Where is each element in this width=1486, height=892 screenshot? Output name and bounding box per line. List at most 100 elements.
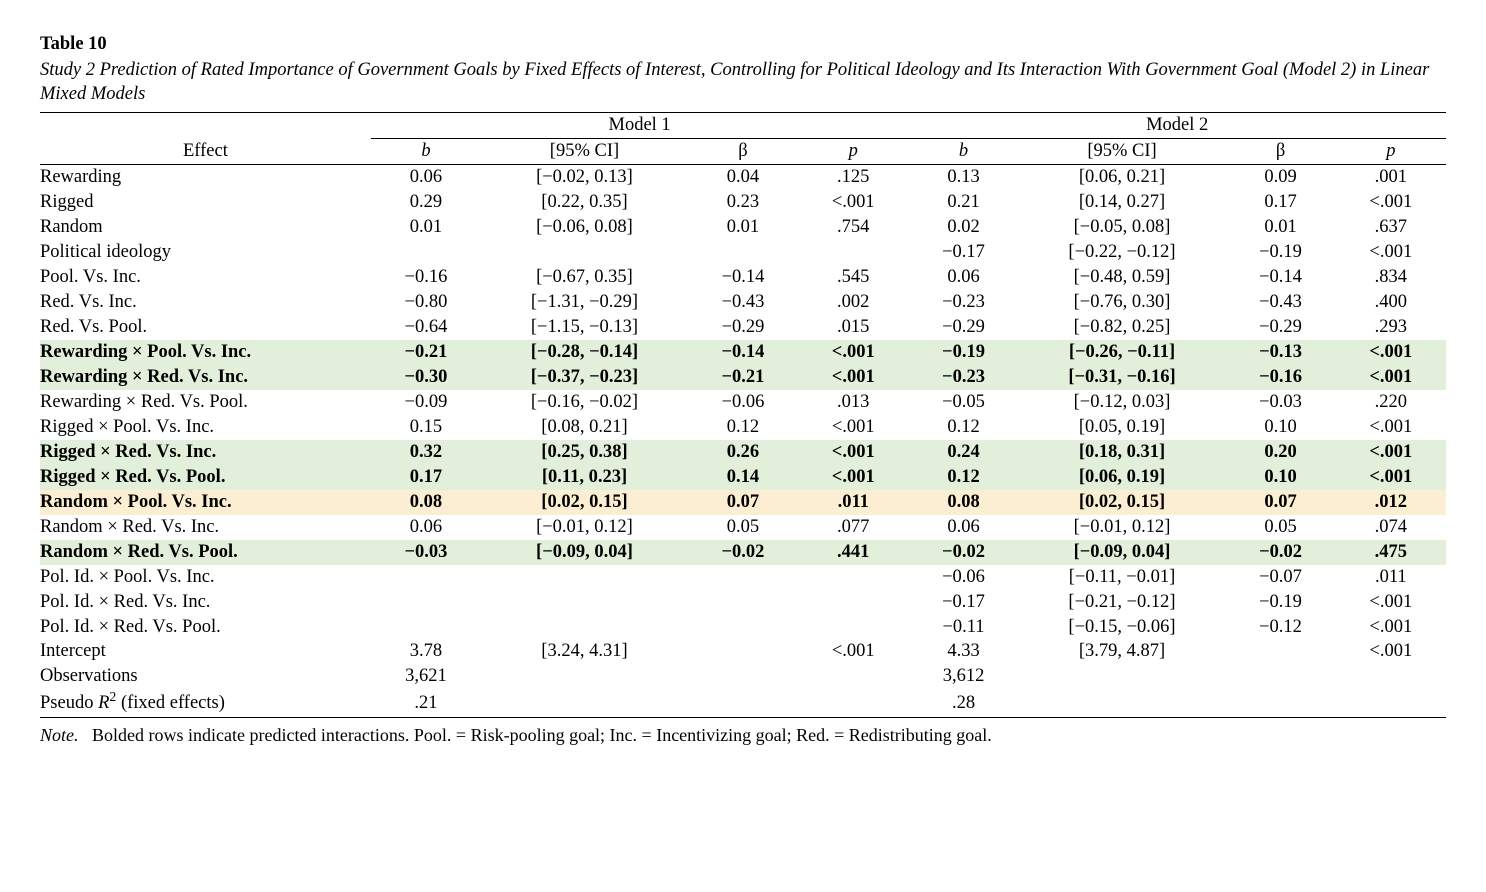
header-m2-ci: [95% CI] <box>1019 139 1226 165</box>
m2-ci: [−0.05, 0.08] <box>1019 215 1226 240</box>
header-m1-ci: [95% CI] <box>481 139 688 165</box>
table-row: Pol. Id. × Red. Vs. Pool.−0.11[−0.15, −0… <box>40 615 1446 640</box>
m1-beta: −0.02 <box>688 540 798 565</box>
table-row: Random × Red. Vs. Inc.0.06[−0.01, 0.12]0… <box>40 515 1446 540</box>
m1-ci <box>481 615 688 640</box>
regression-table: Model 1 Model 2 Effect b [95% CI] β p b … <box>40 112 1446 717</box>
m1-beta: −0.14 <box>688 265 798 290</box>
m2-p: .400 <box>1336 290 1446 315</box>
m2-b: 0.24 <box>908 440 1018 465</box>
table-head: Model 1 Model 2 Effect b [95% CI] β p b … <box>40 113 1446 165</box>
row-label: Random × Red. Vs. Pool. <box>40 540 371 565</box>
m1-p: .011 <box>798 490 908 515</box>
m2-b: −0.02 <box>908 540 1018 565</box>
m2-beta: −0.12 <box>1225 615 1335 640</box>
m2-ci: [−0.21, −0.12] <box>1019 590 1226 615</box>
m1-b <box>371 240 481 265</box>
m2-ci: [0.14, 0.27] <box>1019 190 1226 215</box>
m1-ci: [0.22, 0.35] <box>481 190 688 215</box>
table-row: Red. Vs. Inc.−0.80[−1.31, −0.29]−0.43.00… <box>40 290 1446 315</box>
table-row: Political ideology−0.17[−0.22, −0.12]−0.… <box>40 240 1446 265</box>
m1-p <box>798 615 908 640</box>
m1-ci: [−1.15, −0.13] <box>481 315 688 340</box>
m2-beta: 0.09 <box>1225 165 1335 190</box>
row-label: Rigged × Red. Vs. Pool. <box>40 465 371 490</box>
m2-b: −0.05 <box>908 390 1018 415</box>
table-row: Random0.01[−0.06, 0.08]0.01.7540.02[−0.0… <box>40 215 1446 240</box>
m2-beta: −0.19 <box>1225 240 1335 265</box>
m1-beta: −0.21 <box>688 365 798 390</box>
m1-beta: 0.12 <box>688 415 798 440</box>
m1-p: .754 <box>798 215 908 240</box>
table-row: Random × Pool. Vs. Inc.0.08[0.02, 0.15]0… <box>40 490 1446 515</box>
m2-beta: 0.20 <box>1225 440 1335 465</box>
m2-beta: −0.02 <box>1225 540 1335 565</box>
m2-b: 0.13 <box>908 165 1018 190</box>
row-label: Rigged × Pool. Vs. Inc. <box>40 415 371 440</box>
m1-beta: 0.04 <box>688 165 798 190</box>
m1-ci <box>481 565 688 590</box>
m2-ci: [3.79, 4.87] <box>1019 639 1226 664</box>
m2-beta: 0.10 <box>1225 415 1335 440</box>
m1-b: 0.17 <box>371 465 481 490</box>
m2-b: 0.06 <box>908 265 1018 290</box>
m1-p <box>798 689 908 717</box>
table-row: Pseudo R2 (fixed effects).21 .28 <box>40 689 1446 717</box>
m2-beta: 0.01 <box>1225 215 1335 240</box>
m2-ci: [−0.11, −0.01] <box>1019 565 1226 590</box>
table-number-text: Table 10 <box>40 34 107 54</box>
m1-b: −0.03 <box>371 540 481 565</box>
table-row: Red. Vs. Pool.−0.64[−1.15, −0.13]−0.29.0… <box>40 315 1446 340</box>
m2-beta: −0.29 <box>1225 315 1335 340</box>
m2-p: .001 <box>1336 165 1446 190</box>
m2-ci: [−0.31, −0.16] <box>1019 365 1226 390</box>
m1-b: 0.32 <box>371 440 481 465</box>
m1-b: .21 <box>371 689 481 717</box>
m1-beta: 0.05 <box>688 515 798 540</box>
m2-beta: 0.05 <box>1225 515 1335 540</box>
table-row: Rigged × Pool. Vs. Inc.0.15[0.08, 0.21]0… <box>40 415 1446 440</box>
header-m1-b: b <box>371 139 481 165</box>
row-label: Rewarding × Red. Vs. Inc. <box>40 365 371 390</box>
m2-b: −0.17 <box>908 590 1018 615</box>
m1-beta: 0.14 <box>688 465 798 490</box>
m2-ci <box>1019 689 1226 717</box>
m1-ci: [−0.09, 0.04] <box>481 540 688 565</box>
row-label: Intercept <box>40 639 371 664</box>
m2-p: <.001 <box>1336 365 1446 390</box>
m1-p: <.001 <box>798 365 908 390</box>
m2-beta: −0.16 <box>1225 365 1335 390</box>
m1-beta: 0.23 <box>688 190 798 215</box>
table-row: Observations3,6213,612 <box>40 664 1446 689</box>
table-number: Table 10 <box>40 32 1446 56</box>
m1-beta: 0.01 <box>688 215 798 240</box>
m1-b: 0.15 <box>371 415 481 440</box>
m2-b: .28 <box>908 689 1018 717</box>
m1-b <box>371 565 481 590</box>
table-row: Pol. Id. × Red. Vs. Inc.−0.17[−0.21, −0.… <box>40 590 1446 615</box>
m2-beta: −0.19 <box>1225 590 1335 615</box>
m1-ci <box>481 590 688 615</box>
row-label: Pol. Id. × Pool. Vs. Inc. <box>40 565 371 590</box>
m2-p: .074 <box>1336 515 1446 540</box>
m2-p: <.001 <box>1336 615 1446 640</box>
table-row: Pol. Id. × Pool. Vs. Inc.−0.06[−0.11, −0… <box>40 565 1446 590</box>
table-row: Rewarding0.06[−0.02, 0.13]0.04.1250.13[0… <box>40 165 1446 190</box>
m1-beta: 0.26 <box>688 440 798 465</box>
row-label: Random × Red. Vs. Inc. <box>40 515 371 540</box>
table-10: Table 10 Study 2 Prediction of Rated Imp… <box>40 32 1446 747</box>
m1-beta <box>688 639 798 664</box>
table-caption: Study 2 Prediction of Rated Importance o… <box>40 58 1446 106</box>
m1-beta: −0.29 <box>688 315 798 340</box>
row-label: Pseudo R2 (fixed effects) <box>40 689 371 717</box>
header-m1-p: p <box>798 139 908 165</box>
m2-b: 3,612 <box>908 664 1018 689</box>
m2-ci: [−0.12, 0.03] <box>1019 390 1226 415</box>
m2-p: .834 <box>1336 265 1446 290</box>
m1-ci: [−0.16, −0.02] <box>481 390 688 415</box>
m2-b: −0.29 <box>908 315 1018 340</box>
m1-ci: [0.08, 0.21] <box>481 415 688 440</box>
m2-beta <box>1225 664 1335 689</box>
header-model1: Model 1 <box>371 113 909 139</box>
m2-p: .637 <box>1336 215 1446 240</box>
